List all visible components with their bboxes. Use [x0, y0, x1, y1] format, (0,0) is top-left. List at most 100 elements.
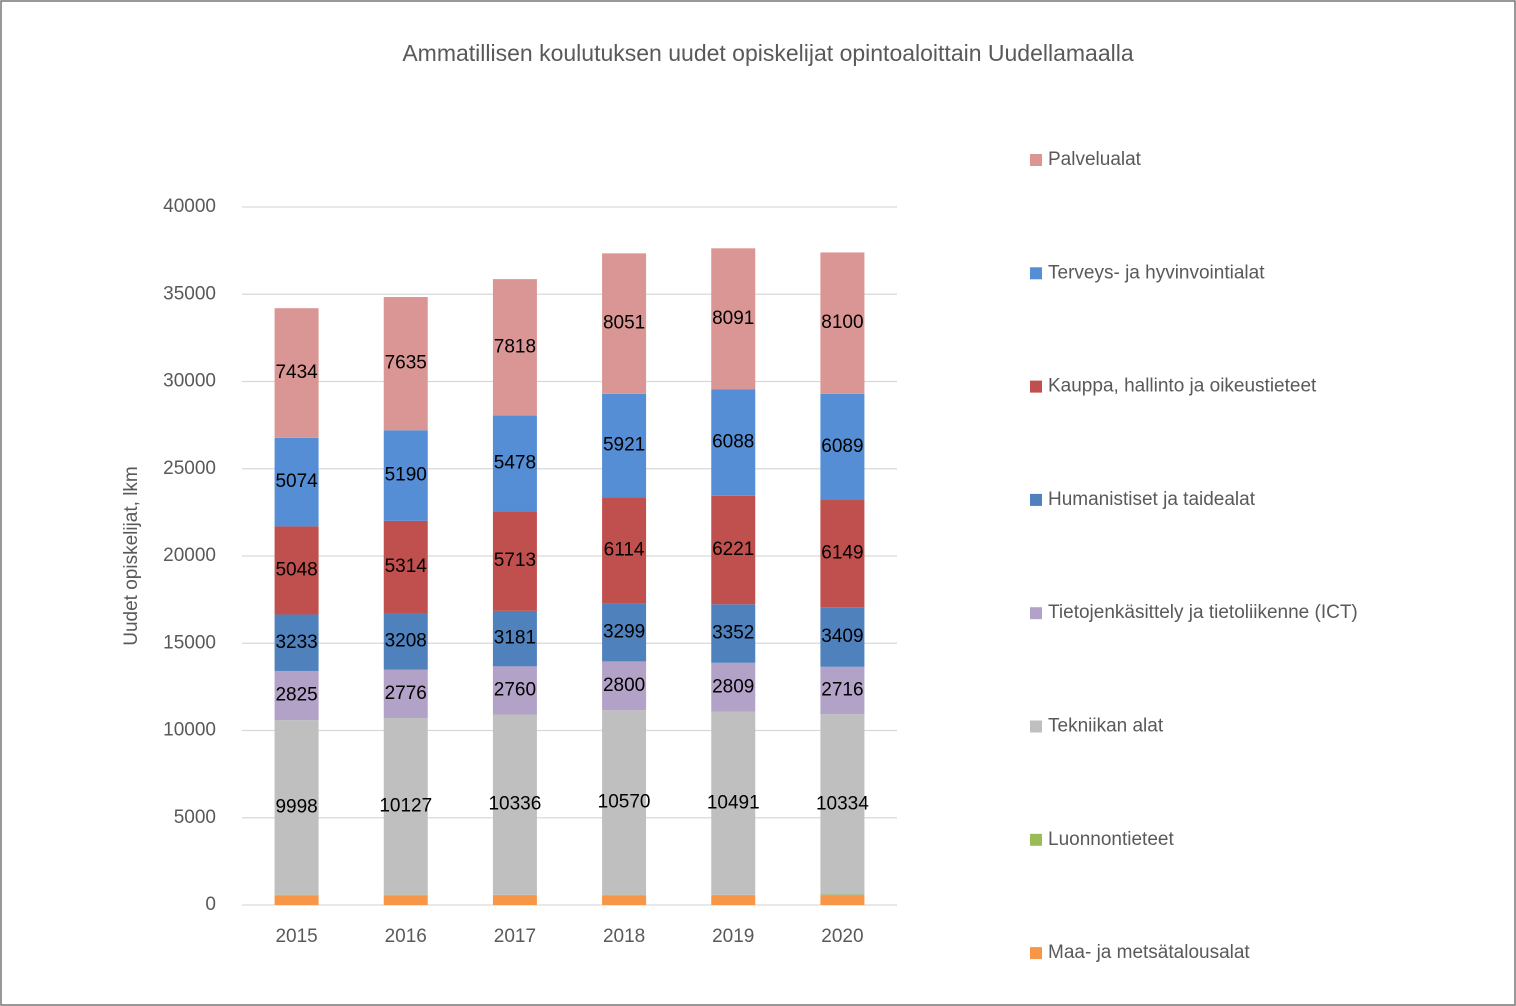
bar-segment — [602, 895, 647, 905]
data-label: 6088 — [712, 432, 754, 453]
data-label: 2809 — [712, 676, 754, 697]
legend-label: Luonnontieteet — [1048, 829, 1174, 850]
bar-segment — [274, 720, 319, 895]
y-tick-label: 25000 — [163, 458, 216, 479]
legend-label: Terveys- ja hyvinvointialat — [1048, 262, 1265, 283]
bar-segment — [711, 894, 756, 896]
bar-segment — [492, 279, 537, 416]
y-tick-label: 40000 — [163, 196, 216, 217]
bar-segment — [274, 670, 319, 721]
data-label: 10491 — [707, 792, 760, 813]
bar-segment — [602, 393, 647, 498]
legend-swatch — [1030, 833, 1042, 846]
bar-segment — [820, 393, 865, 501]
data-label: 9998 — [275, 796, 317, 817]
bar-segment — [383, 894, 428, 896]
data-label: 3299 — [603, 622, 645, 643]
bar-segment — [383, 613, 428, 670]
bar-segment — [711, 495, 756, 605]
data-label: 10570 — [598, 791, 651, 812]
data-label: 10127 — [379, 795, 432, 816]
x-tick-label: 2016 — [385, 926, 427, 947]
data-label: 7434 — [275, 362, 318, 383]
bar-segment — [711, 711, 756, 895]
data-label: 8051 — [603, 313, 645, 334]
y-tick-label: 20000 — [163, 545, 216, 566]
bar-segment — [602, 894, 647, 896]
data-label: 2800 — [603, 675, 645, 696]
legend-label: Tietojenkäsittely ja tietoliikenne (ICT) — [1048, 602, 1358, 623]
legend-swatch — [1030, 493, 1042, 506]
data-label: 5921 — [603, 434, 645, 455]
bar-segment — [602, 253, 647, 394]
bar-segment — [383, 669, 428, 718]
x-tick-label: 2020 — [821, 926, 863, 947]
data-label: 5713 — [494, 550, 536, 571]
bar-segment — [274, 614, 319, 671]
bar-segment — [274, 526, 319, 615]
legend-label: Palvelualat — [1048, 149, 1142, 170]
data-label: 7818 — [494, 336, 536, 357]
data-label: 5190 — [385, 465, 427, 486]
bar-segment — [274, 894, 319, 896]
bar-segment — [492, 894, 537, 896]
bar-segment — [711, 248, 756, 390]
data-label: 3181 — [494, 628, 536, 649]
bar-segment — [492, 666, 537, 715]
bar-segment — [820, 894, 865, 896]
bar-segment — [820, 607, 865, 667]
bar-segment — [711, 604, 756, 663]
bar-segment — [383, 297, 428, 431]
y-tick-label: 10000 — [163, 720, 216, 741]
bar-segment — [602, 661, 647, 711]
y-tick-label: 35000 — [163, 283, 216, 304]
data-label: 3409 — [821, 626, 863, 647]
data-label: 6114 — [604, 540, 645, 561]
bar-segment — [820, 500, 865, 608]
bar-segment — [383, 895, 428, 905]
data-label: 2760 — [494, 679, 536, 700]
bar-segment — [820, 666, 865, 715]
data-label: 10334 — [816, 793, 869, 814]
x-tick-label: 2018 — [603, 926, 645, 947]
data-label: 3208 — [385, 631, 427, 652]
data-label: 3352 — [712, 623, 754, 644]
data-label: 5478 — [494, 452, 536, 473]
bar-segment — [492, 511, 537, 611]
x-tick-label: 2017 — [494, 926, 536, 947]
bar-segment — [383, 430, 428, 521]
bar-segment — [711, 895, 756, 905]
legend-swatch — [1030, 380, 1042, 393]
y-tick-label: 15000 — [163, 632, 216, 653]
y-tick-label: 5000 — [174, 807, 216, 828]
bar-segment — [383, 717, 428, 895]
data-label: 5314 — [385, 556, 428, 577]
legend-label: Humanistiset ja taidealat — [1048, 489, 1256, 510]
data-label: 5074 — [275, 471, 318, 492]
legend-swatch — [1030, 267, 1042, 280]
data-label: 6221 — [712, 539, 754, 560]
bar-segment — [820, 895, 865, 905]
bar-segment — [274, 437, 319, 527]
bar-segment — [820, 714, 865, 895]
legend-label: Tekniikan alat — [1048, 716, 1164, 737]
x-tick-label: 2019 — [712, 926, 754, 947]
legend-swatch — [1030, 154, 1042, 166]
x-tick-label: 2015 — [275, 926, 317, 947]
legend-swatch — [1030, 720, 1042, 733]
legend-label: Kauppa, hallinto ja oikeustieteet — [1048, 376, 1317, 397]
data-label: 2825 — [275, 685, 317, 706]
data-label: 6149 — [821, 543, 863, 564]
bar-segment — [492, 895, 537, 905]
data-label: 2716 — [821, 680, 863, 701]
bar-segment — [602, 497, 647, 604]
data-label: 6089 — [821, 436, 863, 457]
data-label: 7635 — [385, 353, 427, 374]
bar-segment — [711, 662, 756, 712]
bar-segment — [274, 895, 319, 905]
legend-swatch — [1030, 947, 1042, 960]
data-label: 2776 — [385, 683, 427, 704]
bar-segment — [383, 520, 428, 614]
